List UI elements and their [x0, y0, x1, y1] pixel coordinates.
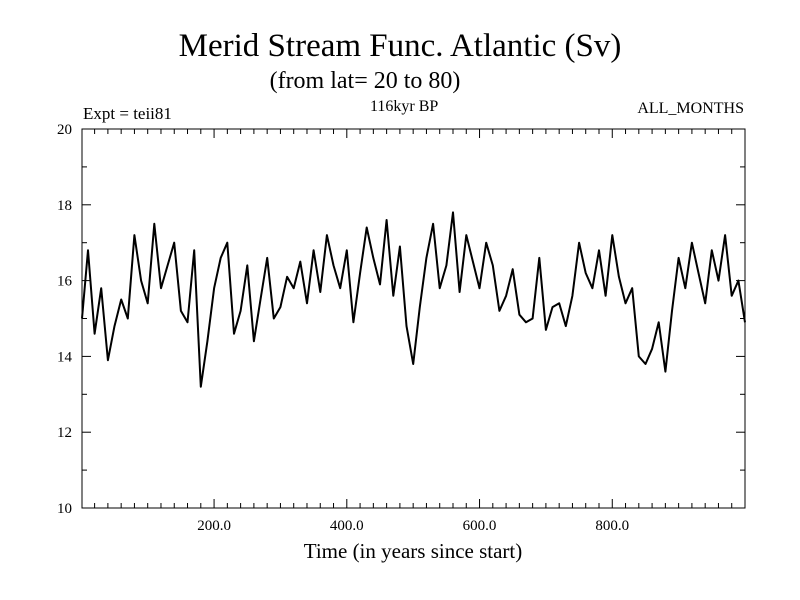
- plot-frame: [81, 128, 746, 509]
- y-tick-label: 10: [57, 501, 72, 517]
- y-tick-label: 14: [57, 349, 73, 365]
- months-label: ALL_MONTHS: [637, 100, 744, 117]
- x-axis-label: Time (in years since start): [304, 539, 523, 563]
- series-group: [81, 211, 746, 388]
- x-tick-label: 600.0: [463, 518, 497, 534]
- x-tick-label: 400.0: [330, 518, 364, 534]
- experiment-label: Expt = teii81: [83, 104, 172, 123]
- y-tick-label: 16: [57, 274, 73, 290]
- x-tick-label: 200.0: [197, 518, 231, 534]
- series-line-0: [81, 211, 746, 388]
- period-label: 116kyr BP: [370, 98, 439, 115]
- chart-subtitle: (from lat= 20 to 80): [269, 68, 461, 94]
- x-tick-label: 800.0: [595, 518, 629, 534]
- y-tick-label: 20: [57, 122, 72, 138]
- y-tick-label: 12: [57, 425, 72, 441]
- axis-ticks: 10 12 14 16 18 20 200.0 400.0 600.0 800.0: [57, 122, 745, 534]
- y-tick-label: 18: [57, 198, 72, 214]
- chart-title: Merid Stream Func. Atlantic (Sv): [178, 28, 622, 64]
